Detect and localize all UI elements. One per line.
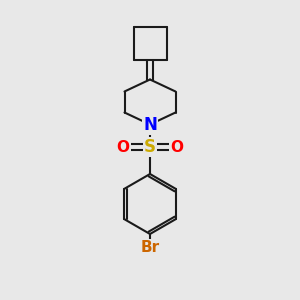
- Text: Br: Br: [140, 240, 160, 255]
- Text: S: S: [144, 138, 156, 156]
- Text: O: O: [170, 140, 184, 154]
- Text: O: O: [116, 140, 130, 154]
- Text: N: N: [143, 116, 157, 134]
